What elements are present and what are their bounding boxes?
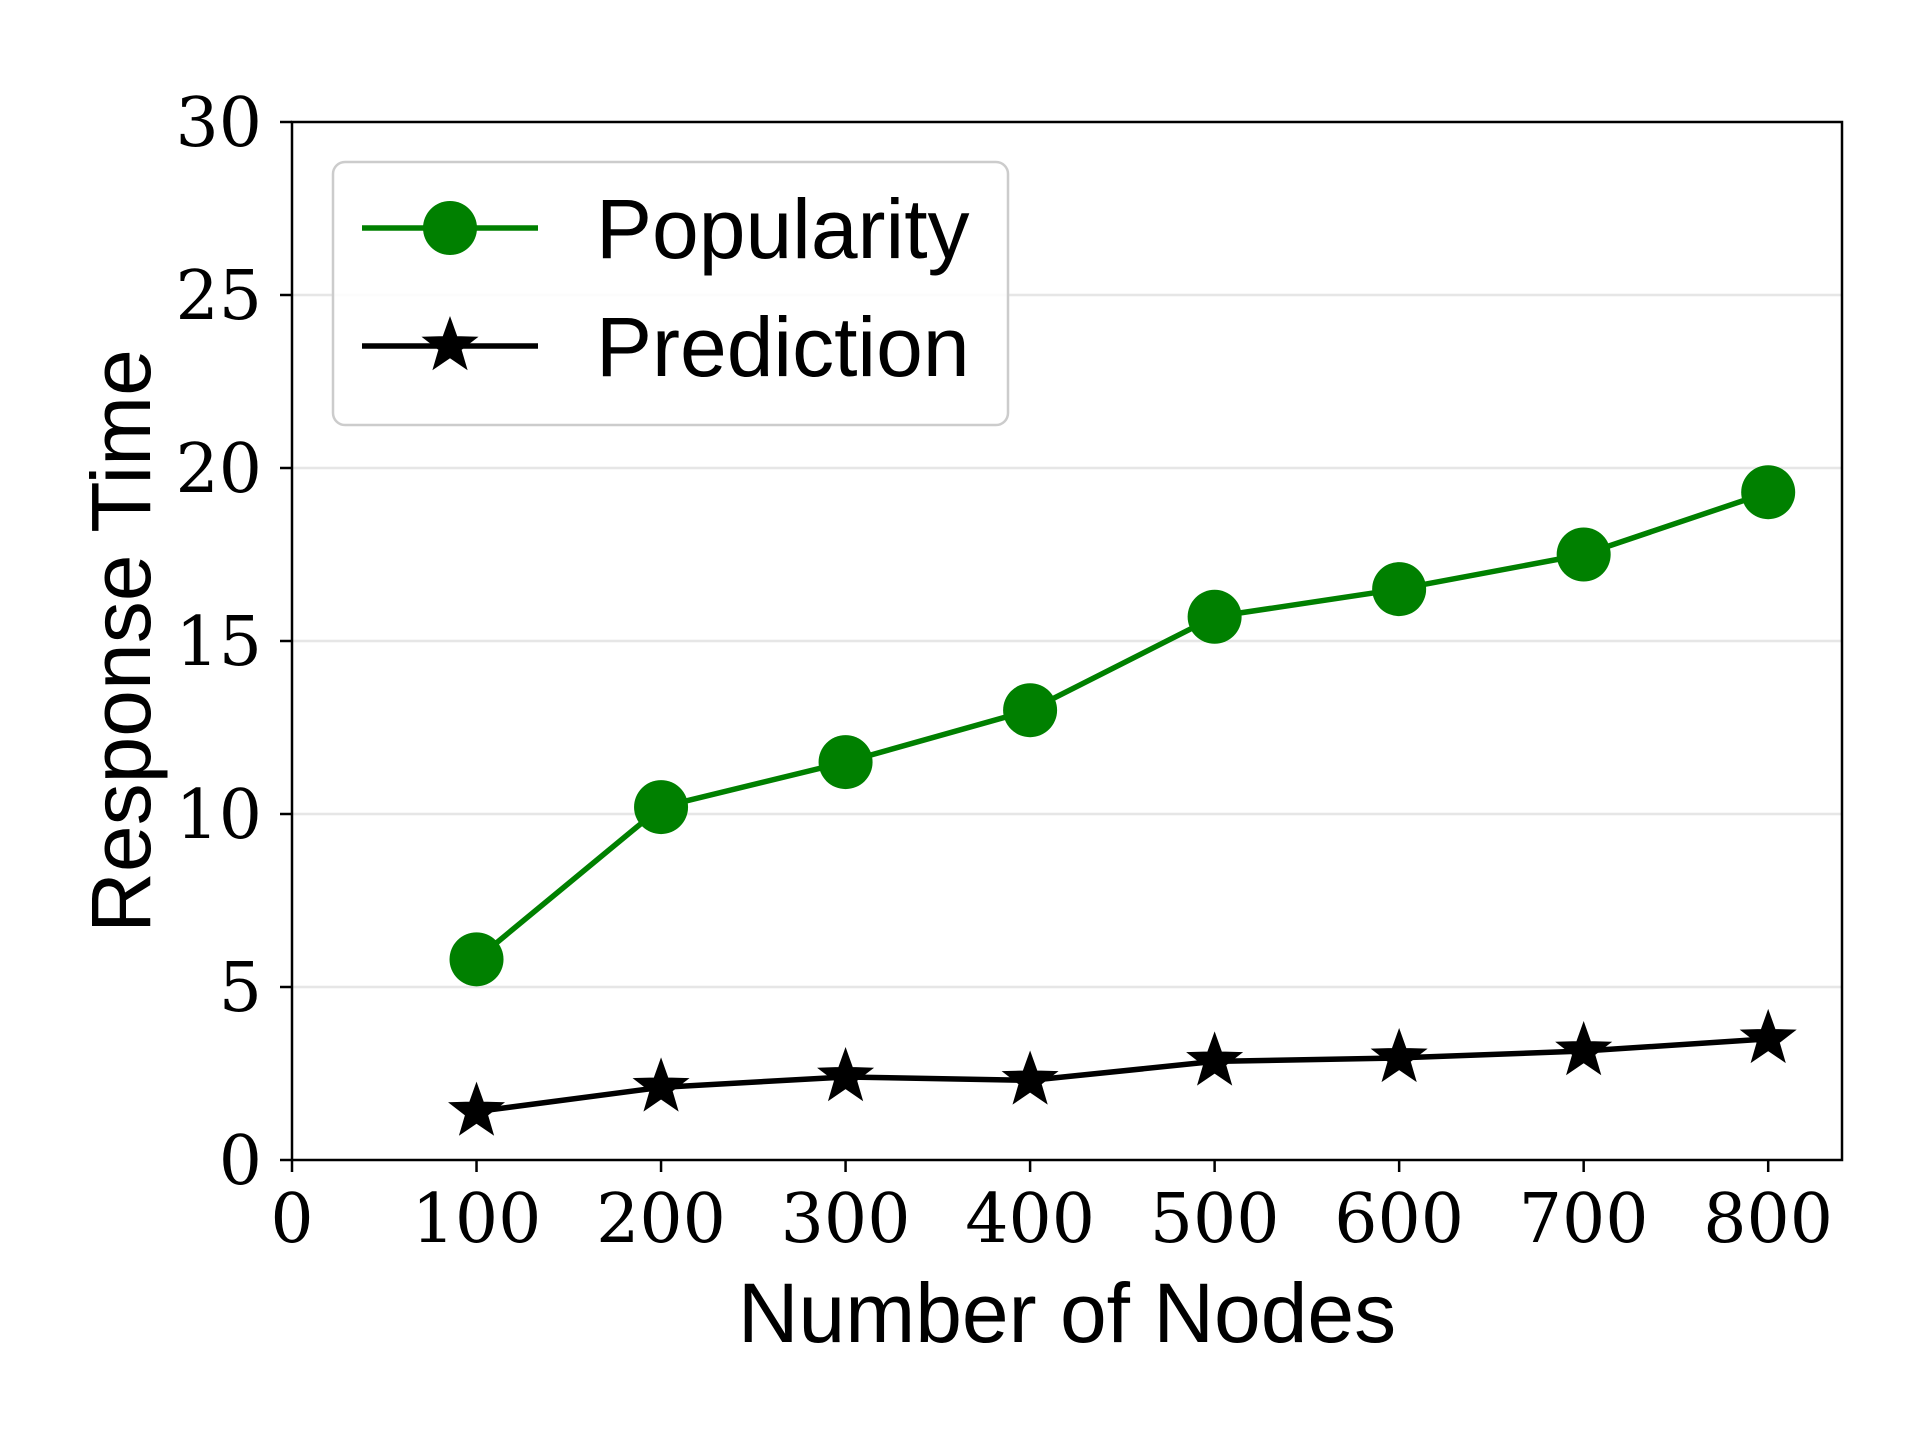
legend: Popularity Prediction: [331, 160, 1010, 427]
series-layer: [448, 465, 1797, 1136]
legend-marker-popularity: [423, 201, 477, 255]
y-tick-label: 10: [175, 776, 262, 855]
legend-label-prediction: Prediction: [596, 300, 970, 394]
prediction-point: [817, 1046, 875, 1102]
y-tick-label: 20: [175, 430, 262, 509]
x-tick-label: 200: [596, 1180, 726, 1259]
series-popularity: [449, 465, 1796, 987]
x-tick-label: 400: [965, 1180, 1095, 1259]
popularity-point: [1741, 465, 1796, 520]
popularity-line: [473, 489, 1771, 963]
legend-marker-prediction: [421, 316, 479, 371]
legend-item-popularity: Popularity: [362, 182, 970, 276]
popularity-point: [1187, 589, 1242, 644]
x-tick-label: 300: [781, 1180, 911, 1259]
popularity-point: [1556, 527, 1611, 582]
x-tick-label: 800: [1703, 1180, 1833, 1259]
legend-label-popularity: Popularity: [596, 182, 970, 276]
y-tick-label: 25: [175, 257, 262, 336]
legend-item-prediction: Prediction: [362, 300, 970, 394]
y-tick-label: 0: [219, 1122, 262, 1201]
x-axis-title: Number of Nodes: [738, 1266, 1396, 1360]
prediction-point: [632, 1057, 690, 1112]
legend-entries: Popularity Prediction: [362, 182, 970, 394]
prediction-point: [1001, 1050, 1059, 1105]
axis-ticks: 0 100 200 300 400 500 600 700 800 0 5 10 15 20 25 30: [175, 84, 1833, 1259]
popularity-point: [449, 932, 504, 987]
prediction-point: [1186, 1031, 1244, 1086]
popularity-point: [1372, 562, 1427, 617]
prediction-point: [448, 1081, 506, 1136]
x-tick-label: 100: [412, 1180, 542, 1259]
x-tick-label: 700: [1519, 1180, 1649, 1259]
y-tick-label: 5: [219, 949, 262, 1028]
y-tick-label: 15: [175, 603, 262, 682]
prediction-point: [1739, 1008, 1797, 1064]
popularity-point: [634, 780, 689, 835]
prediction-point: [1370, 1027, 1428, 1083]
y-tick-label: 30: [175, 84, 262, 163]
prediction-point: [1555, 1021, 1613, 1076]
x-tick-label: 500: [1150, 1180, 1280, 1259]
prediction-line: [473, 1036, 1771, 1115]
y-axis-title: Response Time: [74, 349, 168, 933]
series-prediction: [448, 1008, 1797, 1136]
popularity-point: [1003, 683, 1058, 738]
x-tick-label: 0: [270, 1180, 313, 1259]
popularity-point: [818, 735, 873, 790]
x-tick-label: 600: [1334, 1180, 1464, 1259]
grid-lines: [292, 293, 1842, 989]
